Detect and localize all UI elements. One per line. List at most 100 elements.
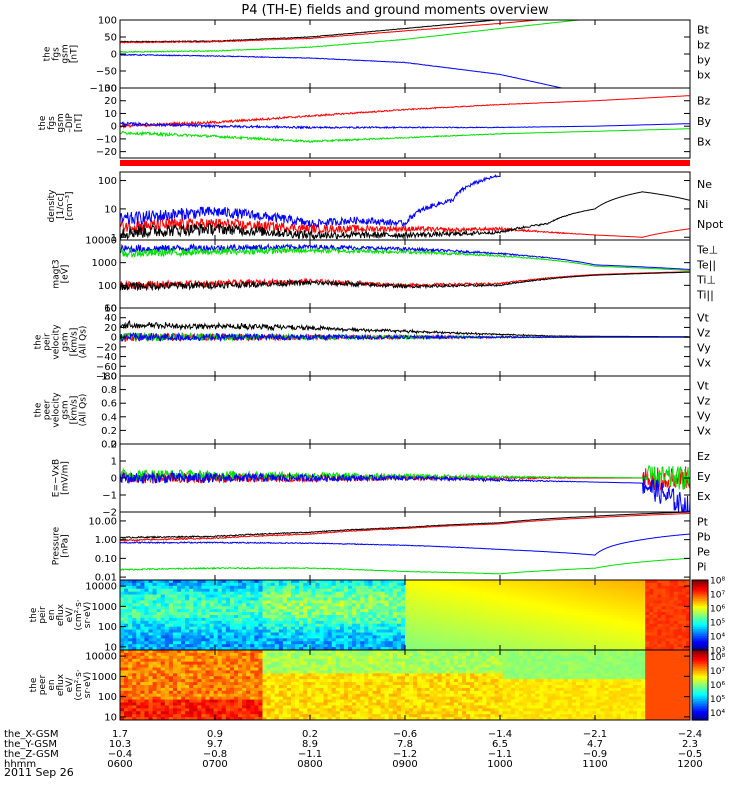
heatmap-cell: [229, 600, 235, 604]
heatmap-cell: [400, 600, 406, 604]
heatmap-cell: [356, 580, 361, 584]
heatmap-cell: [319, 615, 325, 619]
heatmap-cell: [307, 606, 312, 610]
heatmap-cell: [274, 638, 280, 642]
heatmap-cell: [262, 705, 268, 709]
heatmap-cell: [543, 638, 549, 642]
heatmap-cell: [258, 603, 264, 607]
heatmap-cell: [315, 708, 321, 712]
heatmap-cell: [270, 664, 276, 669]
heatmap-cell: [242, 693, 247, 698]
heatmap-cell: [433, 632, 439, 637]
heatmap-cell: [144, 591, 150, 596]
heatmap-cell: [449, 606, 455, 610]
heatmap-cell: [295, 638, 300, 642]
heatmap-cell: [177, 664, 182, 669]
heatmap-cell: [156, 588, 162, 593]
heatmap-cell: [128, 699, 133, 704]
heatmap-cell: [213, 652, 219, 657]
heatmap-cell: [120, 626, 125, 631]
heatmap-cell: [352, 623, 357, 628]
heatmap-cell: [120, 699, 125, 704]
heatmap-cell: [156, 670, 162, 674]
heatmap-cell: [156, 635, 162, 639]
heatmap-cell: [234, 690, 239, 695]
heatmap-cell: [453, 615, 459, 619]
heatmap-cell: [392, 594, 398, 599]
heatmap-cell: [669, 620, 675, 625]
heatmap-cell: [152, 658, 158, 663]
heatmap-cell: [262, 696, 268, 701]
heatmap-cell: [242, 632, 247, 637]
heatmap-cell: [441, 638, 447, 642]
heatmap-cell: [250, 708, 255, 712]
heatmap-cell: [205, 664, 211, 669]
heatmap-cell: [246, 682, 251, 686]
heatmap-cell: [409, 609, 414, 613]
heatmap-cell: [266, 667, 272, 672]
heatmap-cell: [563, 600, 569, 604]
heatmap-cell: [303, 705, 308, 709]
heatmap-cell: [160, 679, 166, 683]
heatmap-cell: [299, 650, 304, 654]
heatmap-cell: [234, 661, 239, 666]
heatmap-cell: [368, 603, 374, 607]
heatmap-cell: [168, 705, 174, 709]
heatmap-cell: [376, 626, 382, 631]
heatmap-cell: [649, 632, 654, 637]
heatmap-cell: [657, 594, 663, 599]
heatmap-cell: [502, 591, 508, 596]
heatmap-cell: [506, 609, 512, 613]
heatmap-cell: [197, 644, 203, 648]
heatmap-cell: [250, 606, 255, 610]
heatmap-cell: [295, 670, 300, 674]
heatmap-cell: [217, 594, 223, 599]
heatmap-cell: [185, 620, 190, 625]
heatmap-cell: [144, 626, 150, 631]
heatmap-cell: [641, 594, 646, 599]
heatmap-cell: [181, 641, 186, 645]
heatmap-cell: [209, 699, 215, 704]
heatmap-cell: [608, 620, 614, 625]
heatmap-cell: [576, 585, 581, 590]
heatmap-cell: [164, 615, 170, 619]
heatmap-cell: [482, 588, 488, 593]
heatmap-cell: [352, 629, 357, 634]
heatmap-cell: [258, 685, 264, 689]
heatmap-cell: [136, 582, 141, 587]
heatmap-cell: [168, 696, 174, 701]
heatmap-cell: [645, 641, 650, 645]
heatmap-cell: [421, 580, 426, 584]
heatmap-cell: [278, 600, 284, 604]
heatmap-cell: [323, 615, 329, 619]
heatmap-cell: [160, 603, 166, 607]
heatmap-cell: [177, 612, 182, 616]
heatmap-cell: [213, 615, 219, 619]
colorbar-step: [692, 580, 708, 583]
heatmap-cell: [274, 685, 280, 689]
heatmap-cell: [124, 655, 129, 660]
heatmap-cell: [514, 585, 520, 590]
heatmap-cell: [466, 612, 471, 616]
heatmap-cell: [209, 585, 215, 590]
heatmap-cell: [356, 623, 361, 628]
heatmap-cell: [266, 629, 272, 634]
heatmap-cell: [576, 635, 581, 639]
heatmap-cell: [409, 591, 414, 596]
heatmap-cell: [258, 664, 264, 669]
heatmap-cell: [535, 623, 540, 628]
heatmap-cell: [490, 582, 496, 587]
series-Bx-line: [120, 121, 690, 130]
heatmap-cell: [160, 661, 166, 666]
heatmap-cell: [653, 597, 659, 602]
heatmap-cell: [278, 687, 284, 692]
heatmap-cell: [665, 591, 671, 596]
heatmap-cell: [132, 635, 137, 639]
heatmap-cell: [152, 582, 158, 587]
heatmap-cell: [266, 626, 272, 631]
heatmap-cell: [242, 696, 247, 701]
heatmap-cell: [539, 585, 545, 590]
heatmap-cell: [282, 620, 288, 625]
heatmap-cell: [514, 597, 520, 602]
heatmap-cell: [205, 655, 211, 660]
